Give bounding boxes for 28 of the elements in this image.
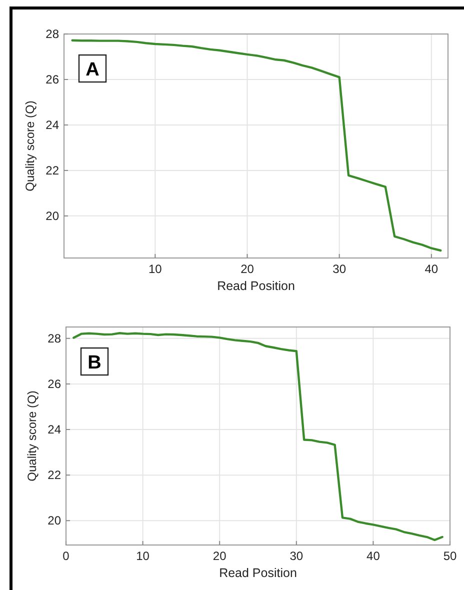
y-tick-label: 28 bbox=[46, 27, 60, 41]
x-tick-label: 50 bbox=[443, 549, 457, 563]
x-axis-title: Read Position bbox=[217, 279, 295, 293]
y-tick-label: 20 bbox=[46, 208, 60, 223]
y-tick-label: 22 bbox=[46, 163, 60, 178]
y-tick-label: 26 bbox=[48, 376, 62, 391]
y-axis-title: Quality score (Q) bbox=[23, 100, 37, 192]
y-axis-title: Quality score (Q) bbox=[25, 390, 39, 482]
x-tick-label: 30 bbox=[332, 262, 346, 276]
x-tick-label: 20 bbox=[212, 549, 227, 563]
line-series bbox=[71, 39, 442, 252]
y-tick-label: 28 bbox=[48, 331, 62, 346]
y-tick-label: 26 bbox=[46, 72, 60, 86]
x-tick-label: 20 bbox=[240, 262, 254, 276]
y-tick-label: 24 bbox=[48, 422, 62, 437]
annotation: A bbox=[86, 60, 100, 80]
y-tick-label: 22 bbox=[48, 468, 62, 482]
annotation: B bbox=[88, 352, 102, 374]
x-tick-label: 10 bbox=[136, 549, 150, 563]
x-tick-label: 40 bbox=[366, 549, 380, 563]
x-tick-label: 10 bbox=[148, 262, 162, 276]
x-tick-label: 0 bbox=[62, 549, 70, 563]
y-tick-label: 20 bbox=[48, 514, 62, 528]
x-tick-label: 40 bbox=[424, 262, 438, 276]
line-series bbox=[72, 332, 444, 542]
x-tick-label: 30 bbox=[290, 549, 304, 563]
y-tick-label: 24 bbox=[46, 118, 60, 132]
x-axis-title: Read Position bbox=[219, 566, 297, 580]
